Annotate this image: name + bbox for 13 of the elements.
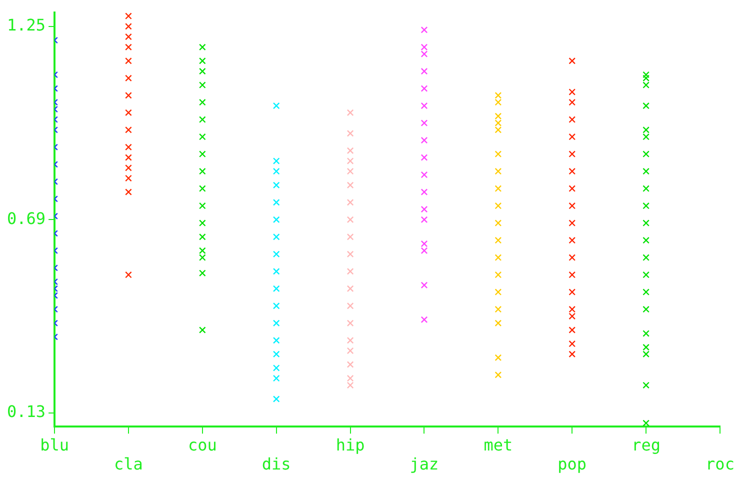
x-tick-label: jaz [410,454,439,474]
y-tick-label: 0.69 [7,208,46,228]
x-tick-label: met [484,435,513,454]
x-tick-label: roc [706,454,734,474]
x-tick-label: hip [336,435,365,454]
x-tick-label: reg [632,435,661,454]
x-tick-label: cla [114,454,143,474]
x-tick-label: cou [188,435,217,454]
x-tick-label: pop [558,454,587,474]
y-tick-label: 0.13 [7,402,46,421]
y-tick-label: 1.25 [7,16,46,35]
x-tick-label: dis [262,454,291,474]
x-tick-label: blu [40,435,69,454]
